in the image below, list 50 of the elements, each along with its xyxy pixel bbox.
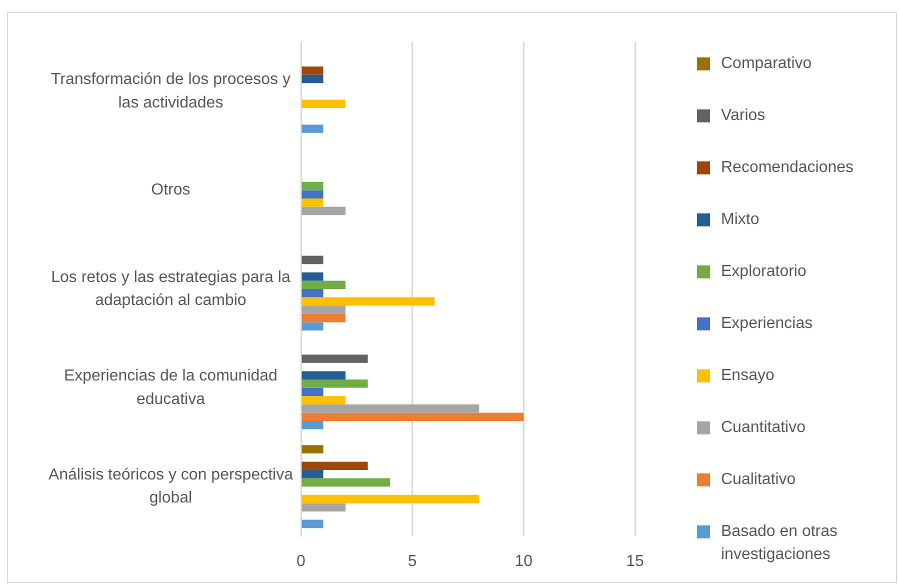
bar	[302, 280, 346, 289]
y-tick-label: Los retos y las estrategias para la adaptación al cambio	[51, 268, 290, 310]
bar	[302, 124, 324, 133]
legend-label: Mixto	[721, 211, 760, 228]
legend-label: Cualitativo	[721, 471, 796, 488]
legend-label: Varios	[721, 107, 766, 124]
legend-label: Basado en otras investigaciones	[721, 523, 838, 564]
bar	[302, 478, 390, 487]
bar	[302, 388, 324, 396]
bar	[302, 503, 346, 512]
bar	[302, 322, 324, 330]
bar	[302, 404, 480, 413]
x-tick-label: 10	[514, 553, 533, 570]
bar	[302, 420, 324, 430]
y-tick-label: Experiencias de la comunidad educativa	[64, 368, 278, 408]
legend-label: Experiencias	[721, 315, 813, 332]
bar	[302, 190, 324, 198]
legend-label: Recomendaciones	[721, 159, 854, 176]
bar	[302, 182, 324, 190]
y-tick-label: Transformación de los procesos y las actividades	[50, 71, 290, 112]
bar	[302, 462, 368, 470]
bar	[302, 445, 324, 454]
x-tick-label: 0	[296, 553, 306, 570]
bar	[302, 306, 346, 314]
legend-label: Comparativo	[721, 55, 812, 72]
bar	[302, 470, 324, 478]
legend-label: Cuantitativo	[721, 419, 806, 436]
bar	[302, 198, 324, 207]
bar	[302, 206, 346, 216]
legend-label: Exploratorio	[721, 263, 806, 280]
bar	[302, 100, 346, 108]
bar	[302, 494, 480, 504]
y-tick-label: Otros	[151, 182, 190, 199]
bar	[302, 297, 435, 306]
bar	[302, 272, 324, 281]
bar	[302, 256, 324, 264]
bar	[302, 74, 324, 84]
x-tick-label: 15	[626, 553, 644, 570]
bar	[302, 371, 346, 380]
bar	[302, 396, 346, 404]
bar	[302, 289, 324, 298]
y-tick-label: Análisis teóricos y con perspectiva global	[48, 466, 294, 507]
bar	[302, 354, 368, 363]
bar	[302, 380, 368, 388]
bar	[302, 66, 324, 75]
x-tick-label: 5	[408, 553, 417, 570]
bar	[302, 520, 324, 528]
bar	[302, 412, 524, 421]
bar	[302, 314, 346, 322]
legend-label: Ensayo	[721, 367, 774, 384]
